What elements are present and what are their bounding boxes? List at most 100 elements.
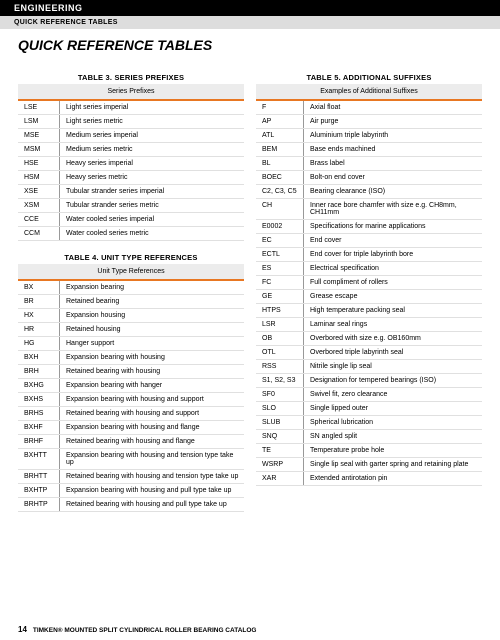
row-code: MSM — [18, 143, 60, 156]
row-desc: Spherical lubrication — [304, 416, 482, 429]
row-desc: Tubular strander series metric — [60, 199, 244, 212]
table-row: SF0Swivel fit, zero clearance — [256, 388, 482, 402]
row-desc: Water cooled series metric — [60, 227, 244, 240]
row-code: TE — [256, 444, 304, 457]
row-desc: Expansion bearing with hanger — [60, 379, 244, 392]
row-code: LSM — [18, 115, 60, 128]
row-code: OB — [256, 332, 304, 345]
table-row: MSEMedium series imperial — [18, 129, 244, 143]
row-code: LSR — [256, 318, 304, 331]
table-row: XARExtended antirotation pin — [256, 472, 482, 486]
left-column: TABLE 3. SERIES PREFIXES Series Prefixes… — [18, 69, 244, 512]
row-code: BXHG — [18, 379, 60, 392]
row-code: SLUB — [256, 416, 304, 429]
table-row: C2, C3, C5Bearing clearance (ISO) — [256, 185, 482, 199]
table4-title: TABLE 4. UNIT TYPE REFERENCES — [18, 253, 244, 262]
row-desc: Bolt-on end cover — [304, 171, 482, 184]
row-code: HSE — [18, 157, 60, 170]
row-code: BOEC — [256, 171, 304, 184]
row-code: SNQ — [256, 430, 304, 443]
table3-head: Series Prefixes — [18, 84, 244, 101]
table-row: BXHTPExpansion bearing with housing and … — [18, 484, 244, 498]
table-row: FAxial float — [256, 101, 482, 115]
table-row: GEGrease escape — [256, 290, 482, 304]
table-row: WSRPSingle lip seal with garter spring a… — [256, 458, 482, 472]
table-row: BOECBolt-on end cover — [256, 171, 482, 185]
table-row: LSRLaminar seal rings — [256, 318, 482, 332]
row-code: HSM — [18, 171, 60, 184]
page-footer: 14 TIMKEN® MOUNTED SPLIT CYLINDRICAL ROL… — [18, 625, 256, 634]
row-code: BXHS — [18, 393, 60, 406]
row-code: BRHTT — [18, 470, 60, 483]
table-row: SNQSN angled split — [256, 430, 482, 444]
row-code: HTPS — [256, 304, 304, 317]
table-row: APAir purge — [256, 115, 482, 129]
table-row: BXHSExpansion bearing with housing and s… — [18, 393, 244, 407]
row-desc: Aluminium triple labyrinth — [304, 129, 482, 142]
table-row: BRHTPRetained bearing with housing and p… — [18, 498, 244, 512]
row-desc: Medium series metric — [60, 143, 244, 156]
subsection-header: QUICK REFERENCE TABLES — [0, 16, 500, 29]
table-row: XSETubular strander series imperial — [18, 185, 244, 199]
row-code: SF0 — [256, 388, 304, 401]
row-desc: Retained bearing with housing and flange — [60, 435, 244, 448]
row-desc: Electrical specification — [304, 262, 482, 275]
right-column: TABLE 5. ADDITIONAL SUFFIXES Examples of… — [256, 69, 482, 512]
row-desc: Heavy series metric — [60, 171, 244, 184]
row-desc: Retained housing — [60, 323, 244, 336]
row-code: F — [256, 101, 304, 114]
row-desc: Retained bearing with housing and tensio… — [60, 470, 244, 483]
row-code: ATL — [256, 129, 304, 142]
row-code: ES — [256, 262, 304, 275]
table-row: HXExpansion housing — [18, 309, 244, 323]
table-row: CCEWater cooled series imperial — [18, 213, 244, 227]
table-row: BRRetained bearing — [18, 295, 244, 309]
row-code: HR — [18, 323, 60, 336]
table-row: CCMWater cooled series metric — [18, 227, 244, 241]
row-code: BXHF — [18, 421, 60, 434]
row-code: FC — [256, 276, 304, 289]
row-desc: Overbored triple labyrinth seal — [304, 346, 482, 359]
table-row: S1, S2, S3Designation for tempered beari… — [256, 374, 482, 388]
row-code: EC — [256, 234, 304, 247]
table-row: BLBrass label — [256, 157, 482, 171]
table-row: BXHFExpansion bearing with housing and f… — [18, 421, 244, 435]
table-row: BRHFRetained bearing with housing and fl… — [18, 435, 244, 449]
row-desc: Specifications for marine applications — [304, 220, 482, 233]
table-row: E0002Specifications for marine applicati… — [256, 220, 482, 234]
table-row: OBOverbored with size e.g. OB160mm — [256, 332, 482, 346]
table-row: TETemperature probe hole — [256, 444, 482, 458]
table-row: XSMTubular strander series metric — [18, 199, 244, 213]
table-row: ECTLEnd cover for triple labyrinth bore — [256, 248, 482, 262]
row-code: BXHTT — [18, 449, 60, 469]
row-code: ECTL — [256, 248, 304, 261]
page-title: QUICK REFERENCE TABLES — [0, 29, 500, 53]
row-desc: Light series imperial — [60, 101, 244, 114]
row-desc: Retained bearing with housing and pull t… — [60, 498, 244, 511]
row-desc: End cover for triple labyrinth bore — [304, 248, 482, 261]
row-desc: Temperature probe hole — [304, 444, 482, 457]
row-desc: Brass label — [304, 157, 482, 170]
table-row: HTPSHigh temperature packing seal — [256, 304, 482, 318]
row-code: RSS — [256, 360, 304, 373]
row-code: MSE — [18, 129, 60, 142]
row-code: BRHTP — [18, 498, 60, 511]
row-code: HX — [18, 309, 60, 322]
row-code: BXH — [18, 351, 60, 364]
row-code: LSE — [18, 101, 60, 114]
table-row: BRHSRetained bearing with housing and su… — [18, 407, 244, 421]
row-code: XSM — [18, 199, 60, 212]
table-row: HSEHeavy series imperial — [18, 157, 244, 171]
row-desc: Laminar seal rings — [304, 318, 482, 331]
row-desc: Light series metric — [60, 115, 244, 128]
row-code: XSE — [18, 185, 60, 198]
row-code: E0002 — [256, 220, 304, 233]
page-number: 14 — [18, 625, 27, 634]
row-code: BX — [18, 281, 60, 294]
table-row: FCFull compliment of rollers — [256, 276, 482, 290]
row-code: CCM — [18, 227, 60, 240]
row-desc: SN angled split — [304, 430, 482, 443]
row-code: AP — [256, 115, 304, 128]
table4-head: Unit Type References — [18, 264, 244, 281]
table-row: BEMBase ends machined — [256, 143, 482, 157]
